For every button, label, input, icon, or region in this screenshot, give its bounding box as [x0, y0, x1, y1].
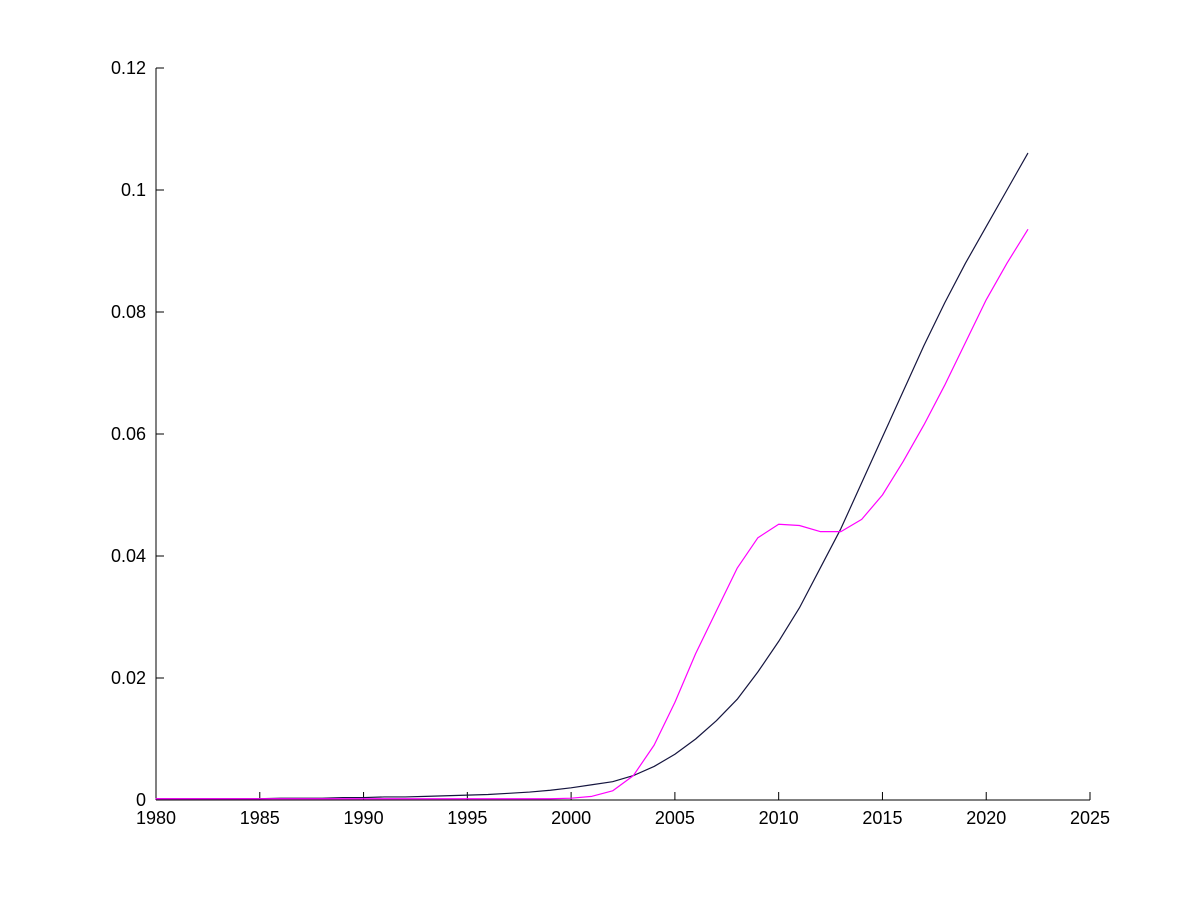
y-tick-label: 0.08 [111, 302, 146, 322]
y-tick-label: 0.02 [111, 668, 146, 688]
y-tick-label: 0 [136, 790, 146, 810]
y-tick-label: 0.12 [111, 58, 146, 78]
x-tick-label: 2005 [655, 808, 695, 828]
x-tick-label: 1990 [344, 808, 384, 828]
y-tick-label: 0.06 [111, 424, 146, 444]
x-tick-label: 2020 [966, 808, 1006, 828]
x-tick-label: 2000 [551, 808, 591, 828]
y-tick-label: 0.1 [121, 180, 146, 200]
magenta-series-line [155, 229, 1029, 800]
x-tick-label: 2025 [1070, 808, 1110, 828]
x-tick-label: 1995 [447, 808, 487, 828]
dark-series-line [155, 152, 1029, 800]
x-tick-label: 1985 [240, 808, 280, 828]
x-tick-label: 1980 [136, 808, 176, 828]
x-tick-label: 2015 [862, 808, 902, 828]
x-tick-label: 2010 [759, 808, 799, 828]
y-tick-label: 0.04 [111, 546, 146, 566]
